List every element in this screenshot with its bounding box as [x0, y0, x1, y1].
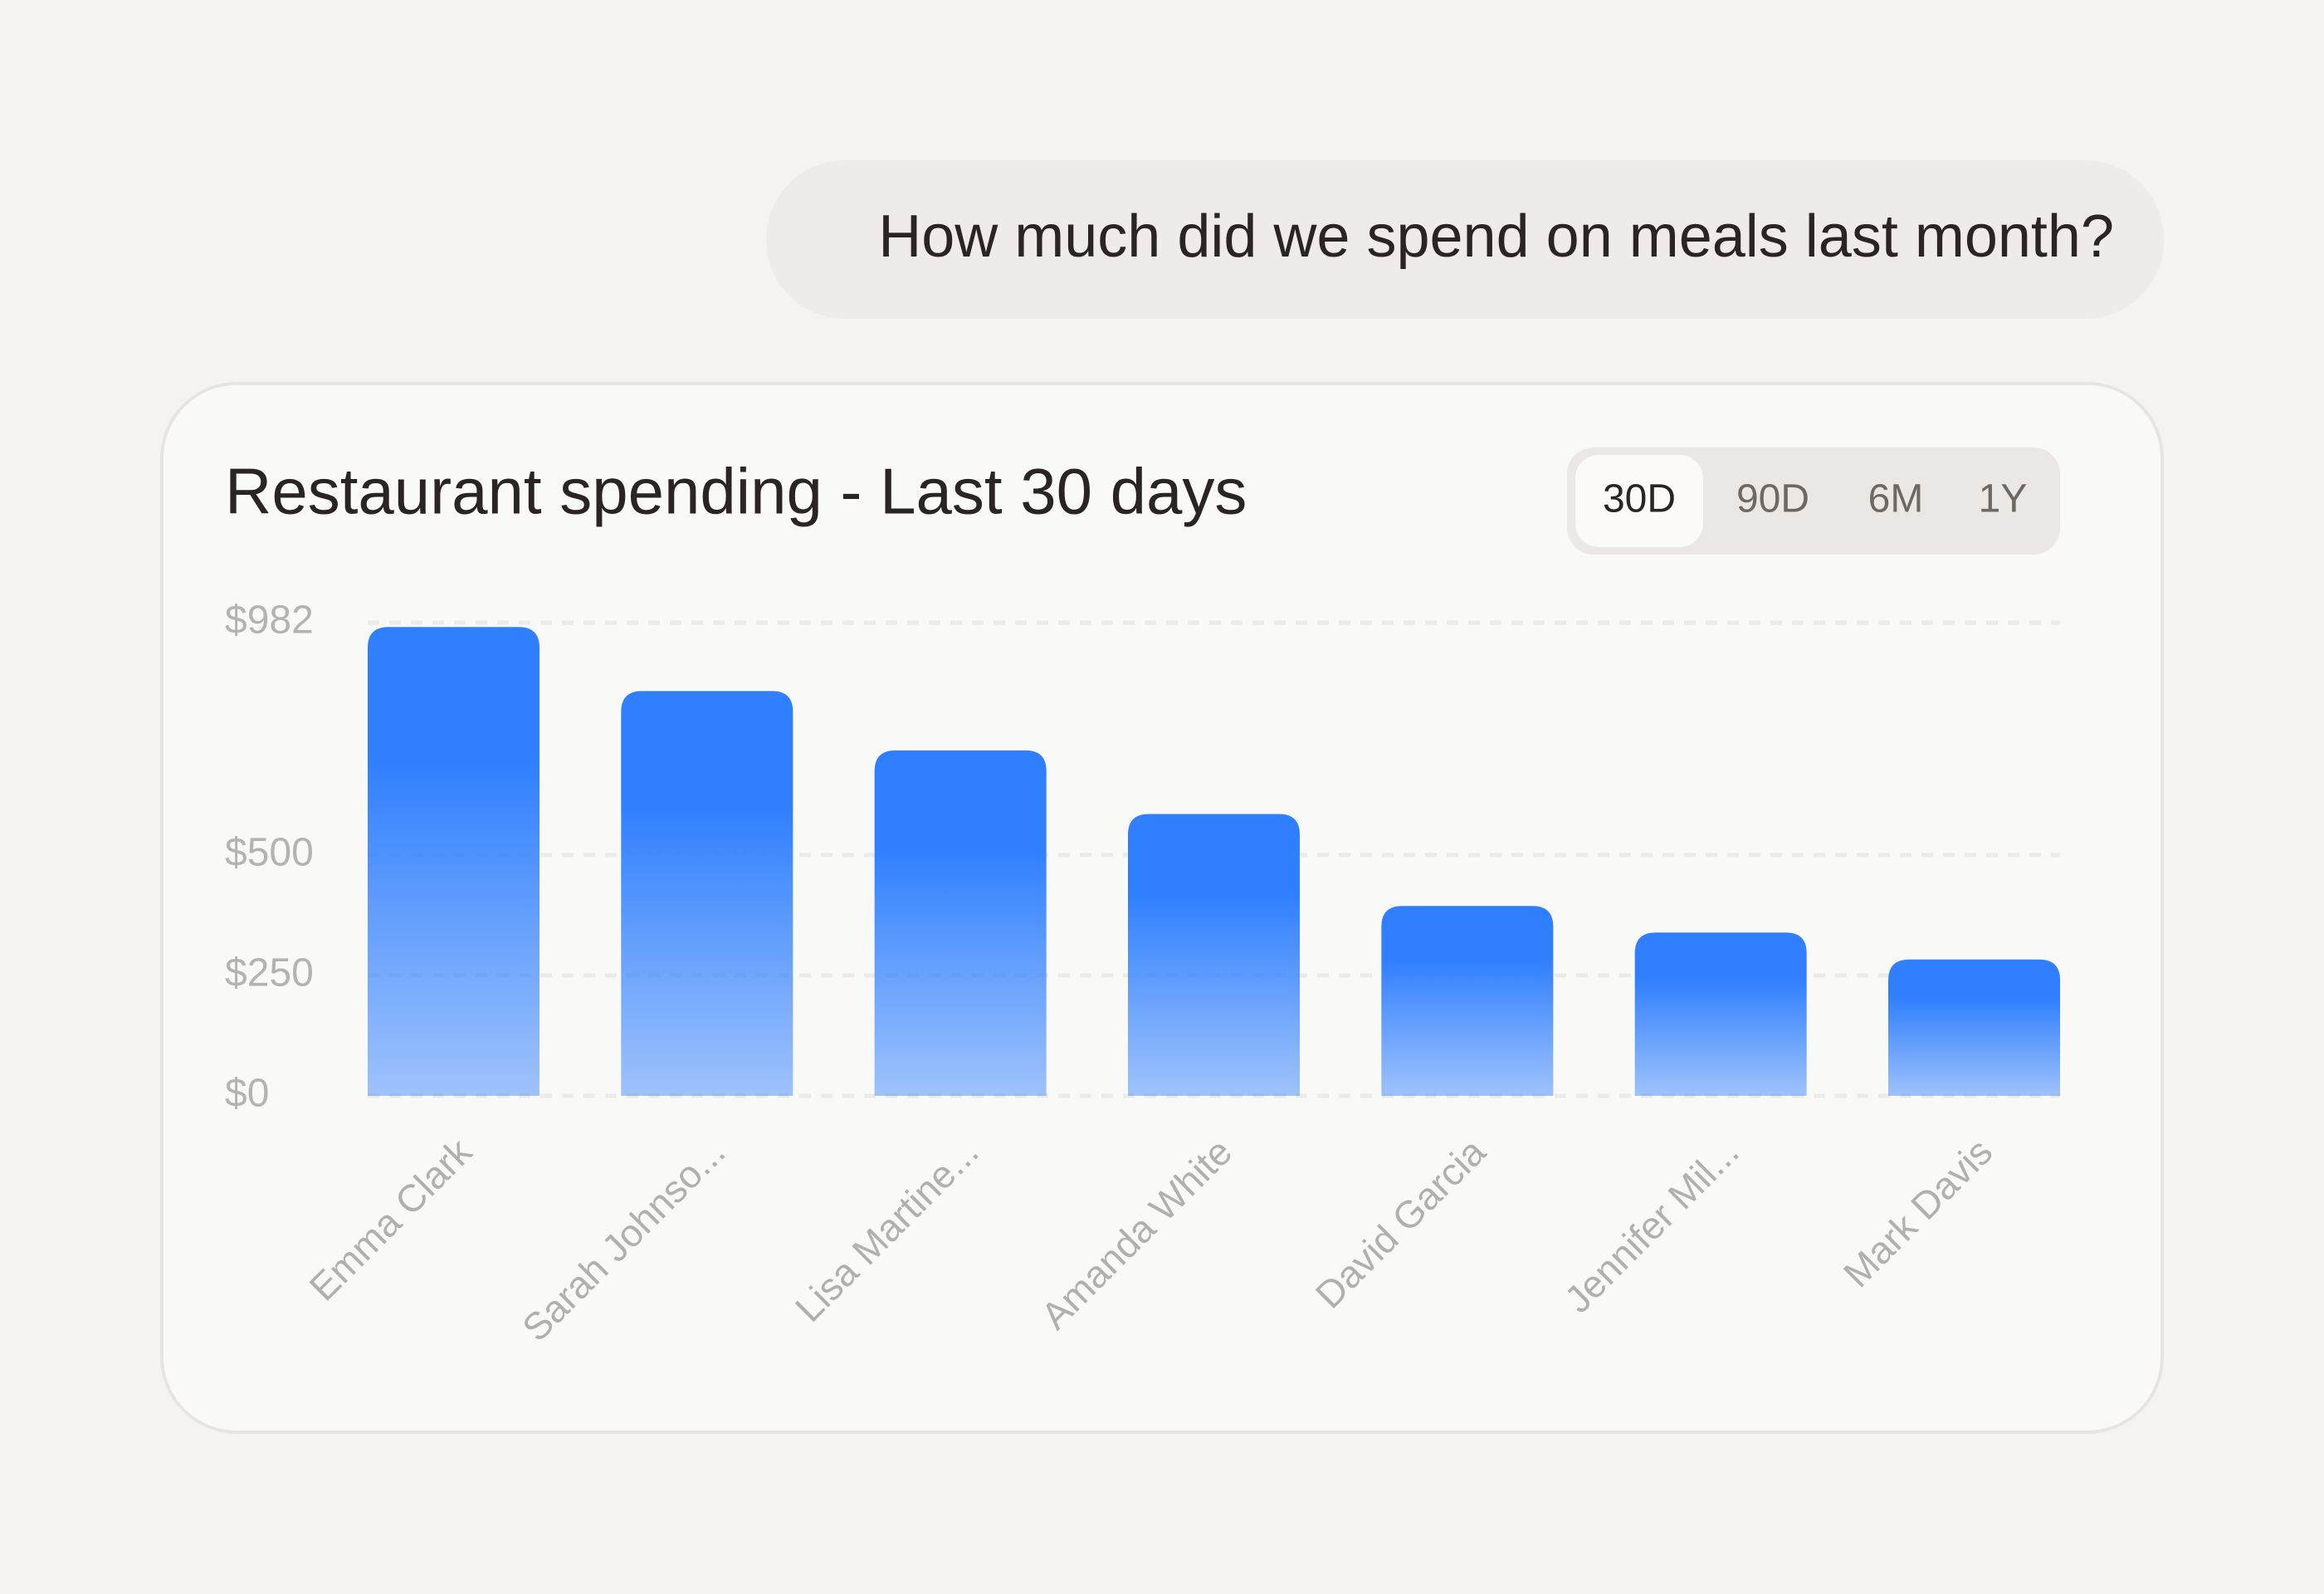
range-option[interactable]: 6M: [1868, 477, 1924, 521]
y-tick-label: $500: [225, 830, 314, 874]
range-option[interactable]: 90D: [1736, 477, 1809, 521]
bar: [1888, 959, 2060, 1096]
y-tick-label: $0: [225, 1072, 269, 1116]
question-bubble: [766, 160, 2164, 319]
question-text: How much did we spend on meals last mont…: [878, 203, 2114, 270]
chart-title: Restaurant spending - Last 30 days: [225, 455, 1247, 528]
bar: [1128, 814, 1300, 1096]
bar: [1381, 906, 1554, 1096]
bar: [1634, 932, 1807, 1096]
range-option[interactable]: 30D: [1603, 477, 1676, 521]
bar: [621, 691, 793, 1096]
range-option-selected-bg: [1575, 455, 1703, 547]
bar: [368, 627, 540, 1096]
range-option[interactable]: 1Y: [1979, 477, 2028, 521]
bar: [874, 750, 1047, 1096]
y-tick-label: $250: [225, 951, 314, 995]
y-tick-label: $982: [225, 599, 314, 643]
